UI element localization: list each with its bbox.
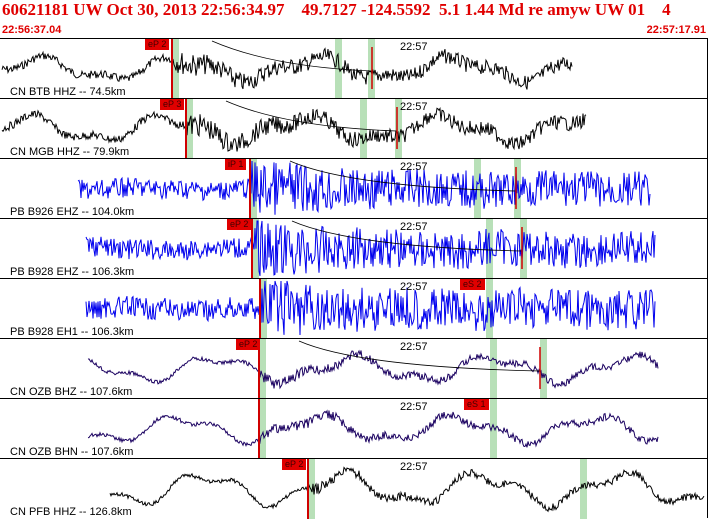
seismic-trace xyxy=(87,349,659,390)
waveform-b928-ehz xyxy=(85,219,656,279)
p-pick-label[interactable]: eP 3 xyxy=(160,99,185,110)
time-tick: 22:57 xyxy=(400,401,428,413)
phase-window-marker xyxy=(259,399,266,459)
seismic-trace xyxy=(85,280,656,336)
seismic-trace xyxy=(77,160,651,215)
seismic-trace xyxy=(1,47,573,90)
coda-curve xyxy=(211,40,373,72)
phase-window-marker xyxy=(540,339,547,399)
seismic-trace xyxy=(109,466,705,513)
coda-curve xyxy=(225,100,398,132)
s-pick-label[interactable]: eS 1 xyxy=(464,399,489,410)
phase-window-marker xyxy=(490,399,497,459)
phase-window-marker xyxy=(250,159,257,219)
waveform-pfb-hhz xyxy=(109,459,705,519)
coda-curve xyxy=(291,220,523,252)
header: 60621181 UW Oct 30, 2013 22:56:34.97 49.… xyxy=(0,0,708,38)
p-pick-label[interactable]: iP 1 xyxy=(225,159,247,170)
p-pick-label[interactable]: eP 2 xyxy=(227,219,252,230)
station-label: PB B928 EHZ -- 106.3km xyxy=(10,266,135,278)
trace-panel-btb-hhz[interactable]: 22:57 eP 2 CN BTB HHZ -- 74.5km xyxy=(0,38,708,99)
waveform-b928-eh1 xyxy=(85,279,656,339)
phase-window-marker xyxy=(186,99,193,159)
time-tick: 22:57 xyxy=(400,281,428,293)
waveform-b926-ehz xyxy=(77,159,651,219)
time-tick: 22:57 xyxy=(400,101,428,113)
time-tick: 22:57 xyxy=(400,41,428,53)
station-label: CN MGB HHZ -- 79.9km xyxy=(10,146,130,158)
seismic-trace xyxy=(1,107,587,152)
trace-panel-pfb-hhz[interactable]: 22:57 eP 2 CN PFB HHZ -- 126.8km xyxy=(0,458,708,519)
phase-window-marker xyxy=(259,339,266,399)
station-label: CN BTB HHZ -- 74.5km xyxy=(10,86,126,98)
phase-window-marker xyxy=(580,459,587,519)
phase-window-marker xyxy=(395,99,402,159)
time-tick: 22:57 xyxy=(400,341,428,353)
trace-panel-ozb-bhn[interactable]: 22:57 eS 1 CN OZB BHN -- 107.6km xyxy=(0,398,708,459)
waveform-btb-hhz xyxy=(1,39,573,99)
trace-panel-ozb-bhz[interactable]: 22:57 eP 2 CN OZB BHZ -- 107.6km xyxy=(0,338,708,399)
p-pick-label[interactable]: eP 2 xyxy=(236,339,261,350)
phase-window-marker xyxy=(308,459,315,519)
coda-curve xyxy=(289,160,517,192)
phase-window-marker xyxy=(520,219,527,279)
station-label: CN OZB BHZ -- 107.6km xyxy=(10,386,133,398)
phase-window-marker xyxy=(474,159,481,219)
trace-panel-b928-eh1[interactable]: 22:57 eS 2 PB B928 EH1 -- 106.3km xyxy=(0,278,708,339)
phase-window-marker xyxy=(490,339,497,399)
station-label: CN OZB BHN -- 107.6km xyxy=(10,446,134,458)
time-tick: 22:57 xyxy=(400,161,428,173)
seismogram-panels[interactable]: 22:57 eP 2 CN BTB HHZ -- 74.5km 22:57 eP… xyxy=(0,38,708,519)
trace-panel-b928-ehz[interactable]: 22:57 eP 2 PB B928 EHZ -- 106.3km xyxy=(0,218,708,279)
waveform-mgb-hhz xyxy=(1,99,587,159)
phase-window-marker xyxy=(252,219,259,279)
station-label: PB B926 EHZ -- 104.0km xyxy=(10,206,135,218)
seismic-trace xyxy=(87,409,659,448)
station-label: PB B928 EH1 -- 106.3km xyxy=(10,326,134,338)
trace-panel-mgb-hhz[interactable]: 22:57 eP 3 CN MGB HHZ -- 79.9km xyxy=(0,98,708,159)
phase-window-marker xyxy=(486,279,493,339)
time-tick: 22:57 xyxy=(400,221,428,233)
s-pick-label[interactable]: eS 2 xyxy=(460,279,485,290)
coda-curve xyxy=(298,340,541,372)
time-start: 22:56:37.04 xyxy=(2,24,62,36)
seismic-trace xyxy=(85,220,656,277)
waveform-ozb-bhn xyxy=(87,399,659,459)
time-end: 22:57:17.91 xyxy=(646,24,706,36)
event-title: 60621181 UW Oct 30, 2013 22:56:34.97 49.… xyxy=(2,0,671,19)
p-pick-label[interactable]: eP 2 xyxy=(145,39,170,50)
p-pick-label[interactable]: eP 2 xyxy=(282,459,307,470)
station-label: CN PFB HHZ -- 126.8km xyxy=(10,506,132,518)
time-tick: 22:57 xyxy=(400,461,428,473)
trace-panel-b926-ehz[interactable]: 22:57 iP 1 PB B926 EHZ -- 104.0km xyxy=(0,158,708,219)
